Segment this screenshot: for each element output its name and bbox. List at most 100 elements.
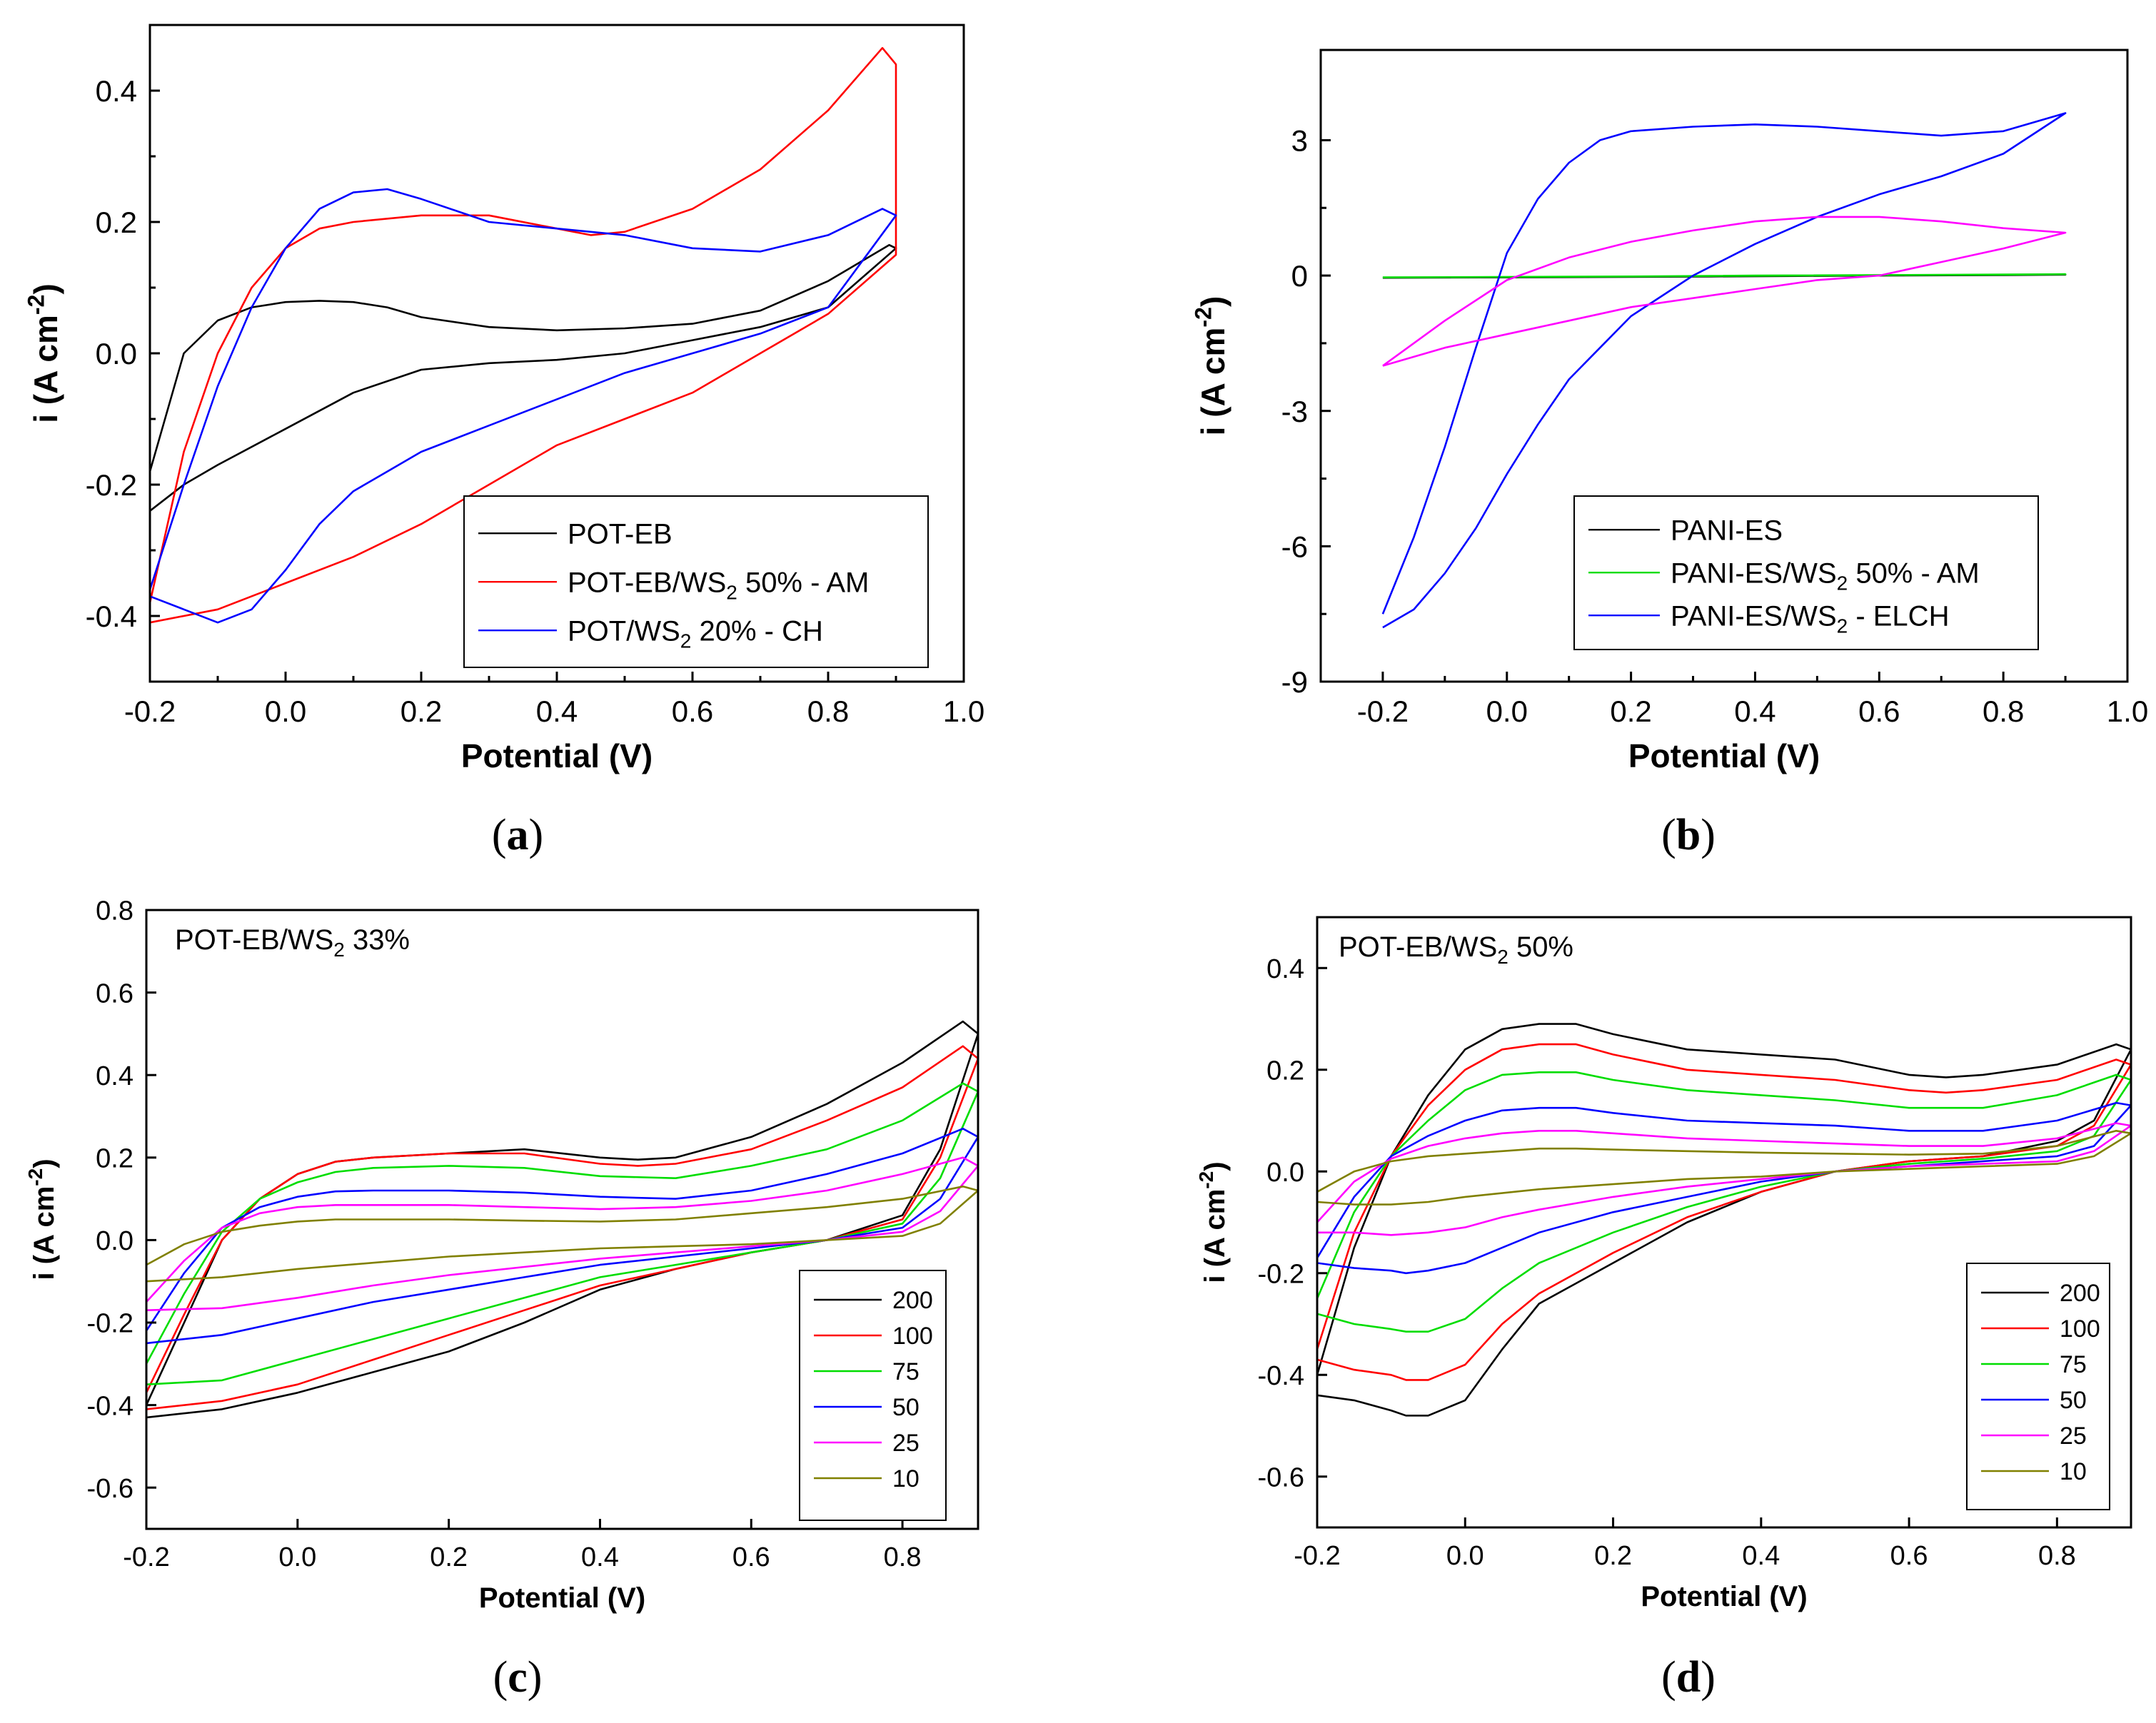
y-tick-label: -9: [1281, 665, 1308, 699]
series-line-25: [146, 1156, 979, 1311]
x-axis-label: Potential (V): [461, 737, 653, 774]
y-tick-label: 0.4: [96, 1061, 134, 1091]
y-tick-label: -0.2: [86, 468, 137, 502]
legend: POT-EB POT-EB/WS2​ 50% - AM POT/WS2​ 20% -…: [463, 495, 929, 668]
series-line-50: [145, 1128, 979, 1345]
x-tick-label: 1.0: [2107, 694, 2148, 728]
series-line-pot-ws2-20-ch: [148, 188, 897, 624]
x-tick-label: 0.2: [401, 694, 442, 728]
series-line-100: [1316, 1043, 2132, 1381]
panel-annotation: POT-EB/WS2​ 33%: [175, 924, 410, 961]
x-tick-label: -0.2: [123, 1542, 169, 1572]
y-tick-label: 0.2: [1266, 1056, 1304, 1086]
series-line-100: [145, 1045, 979, 1410]
y-tick-label: -0.6: [87, 1474, 134, 1504]
x-tick-label: 0.8: [807, 694, 849, 728]
y-tick-label: 0.4: [1266, 954, 1304, 984]
y-tick-label: 0.0: [96, 337, 137, 370]
plot-frame: [1319, 49, 2129, 683]
legend-label: 75: [892, 1358, 920, 1385]
chart-panel-3: -0.2 0.0 0.2 0.4 0.6 0.8 -0.6 -0.4 -0.2 0.0 0.2 0.4…: [24, 896, 979, 1702]
x-tick-label: -0.2: [1294, 1541, 1340, 1571]
y-tick-label: 0.0: [96, 1226, 134, 1256]
x-tick-label: 0.2: [1594, 1541, 1632, 1571]
series-line-unlabeled: [1382, 216, 2067, 367]
x-tick-label: 0.0: [1446, 1541, 1484, 1571]
x-tick-label: 0.2: [430, 1542, 468, 1572]
x-tick-label: 0.8: [1983, 694, 2024, 728]
series-line-pot-eb: [148, 243, 897, 512]
chart-panel-1: -0.2 0.0 0.2 0.4 0.6 0.8 1.0 -0.4 -0.2 0.0 0.2 0.4 P…: [24, 24, 984, 859]
x-tick-label: 0.8: [884, 1542, 922, 1572]
x-tick-label: 0.8: [2038, 1541, 2076, 1571]
x-tick-label: 0.0: [265, 694, 306, 728]
y-axis-label: i (A cm-2​): [24, 1158, 60, 1280]
legend-label: POT-EB/WS2​ 50% - AM: [568, 567, 869, 604]
x-axis-label: Potential (V): [479, 1582, 645, 1614]
legend-label: POT-EB: [568, 519, 673, 550]
legend: 200 100 75 50 25 10: [799, 1270, 947, 1521]
legend-label: PANI-ES/WS2​ 50% - AM: [1671, 558, 1980, 595]
panel-label: (a): [492, 811, 543, 859]
x-tick-label: 0.0: [278, 1542, 316, 1572]
x-tick-label: 0.6: [672, 694, 713, 728]
legend-label: POT/WS2​ 20% - CH: [568, 616, 823, 652]
y-tick-label: -0.2: [87, 1309, 134, 1339]
x-tick-label: 0.4: [1734, 694, 1775, 728]
x-tick-label: 0.0: [1486, 694, 1528, 728]
plot-frame: [145, 909, 979, 1530]
legend-box: [1966, 1263, 2110, 1510]
y-tick-label: 0.4: [96, 74, 137, 108]
y-tick-label: -0.4: [86, 600, 137, 633]
x-axis-label: Potential (V): [1628, 737, 1820, 774]
series-group: [145, 1020, 979, 1419]
y-tick-label: -0.6: [1258, 1462, 1304, 1492]
legend-label: PANI-ES: [1671, 515, 1783, 547]
panel-label: (b): [1661, 811, 1716, 859]
y-tick-label: 3: [1291, 124, 1308, 158]
legend-label: 75: [2060, 1351, 2087, 1378]
y-tick-label: 0: [1291, 259, 1308, 293]
legend-label: 25: [2060, 1423, 2087, 1450]
series-line-10: [1316, 1130, 2132, 1206]
legend-label: 100: [892, 1323, 933, 1350]
legend-label: 200: [892, 1287, 933, 1314]
x-tick-label: 0.4: [1742, 1541, 1780, 1571]
x-tick-label: 0.2: [1610, 694, 1651, 728]
y-axis-label: i (A cm-2​): [24, 283, 64, 423]
plot-frame: [1316, 916, 2132, 1529]
y-axis-label: i (A cm-2​): [1195, 1161, 1231, 1283]
y-tick-label: 0.0: [1266, 1158, 1304, 1188]
chart-panel-2: -0.2 0.0 0.2 0.4 0.6 0.8 1.0 -9 -6 -3 0 3 Potential …: [1191, 49, 2148, 859]
panel-label: (c): [493, 1653, 543, 1702]
legend-label: 10: [892, 1465, 920, 1492]
y-axis-label: i (A cm-2​): [1191, 296, 1231, 436]
y-tick-label: -0.4: [1258, 1361, 1304, 1391]
x-tick-label: -0.2: [1357, 694, 1409, 728]
legend-label: 50: [2060, 1387, 2087, 1414]
y-tick-label: -6: [1281, 530, 1308, 563]
y-tick-label: 0.8: [96, 896, 134, 926]
y-tick-label: 0.2: [96, 1143, 134, 1173]
legend-label: 200: [2060, 1280, 2100, 1307]
series-line-10: [146, 1186, 979, 1283]
panel-annotation: POT-EB/WS2​ 50%: [1339, 931, 1573, 968]
x-axis-label: Potential (V): [1641, 1581, 1807, 1612]
x-tick-label: -0.2: [124, 694, 176, 728]
series-group: [1381, 112, 2067, 629]
series-line-pani-es-ws2-elch: [1381, 112, 2067, 629]
legend-label: 100: [2060, 1315, 2100, 1343]
series-line-25: [1316, 1122, 2132, 1236]
legend: PANI-ES PANI-ES/WS2​ 50% - AM PANI-ES/WS2​…: [1573, 495, 2039, 650]
legend-label: PANI-ES/WS2​ - ELCH: [1671, 601, 1949, 637]
x-tick-label: 1.0: [943, 694, 984, 728]
y-tick-label: -3: [1281, 395, 1308, 428]
y-tick-label: -0.2: [1258, 1259, 1304, 1289]
series-line-75: [145, 1082, 979, 1385]
chart-panel-4: -0.2 0.0 0.2 0.4 0.6 0.8 -0.6 -0.4 -0.2 0.0 0.2 0.4…: [1195, 916, 2132, 1702]
series-line-50: [1316, 1101, 2132, 1275]
legend-label: 25: [892, 1430, 920, 1457]
x-tick-label: 0.4: [536, 694, 578, 728]
y-tick-label: 0.2: [96, 206, 137, 239]
